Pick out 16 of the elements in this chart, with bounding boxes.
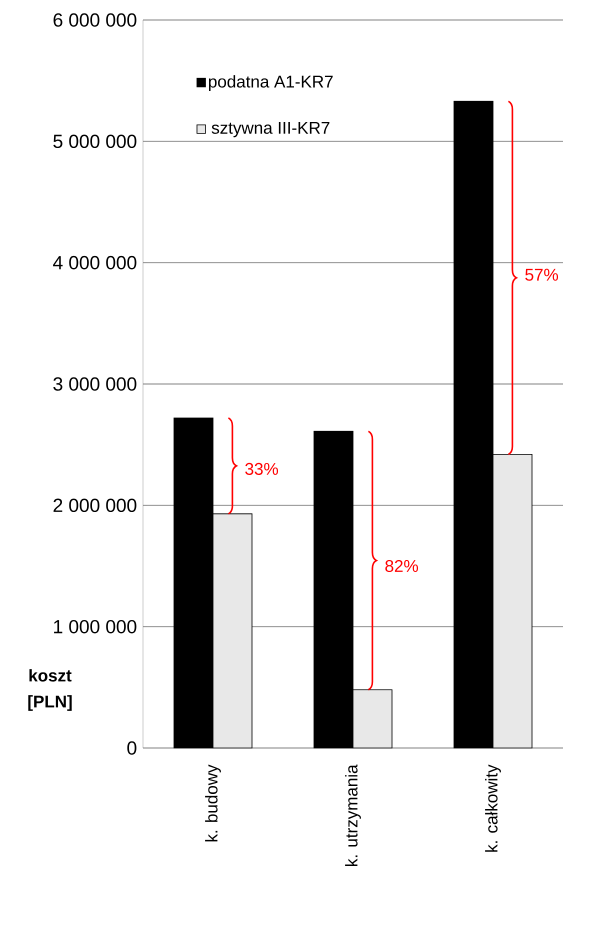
y-tick-label: 1 000 000: [54, 620, 136, 634]
legend-label: sztywna III-KR7: [212, 122, 330, 138]
y-tick-label: 0: [127, 741, 136, 755]
annotation: 33%: [245, 462, 278, 475]
y-tick-label: 2 000 000: [54, 498, 136, 512]
y-tick-label: 3 000 000: [53, 377, 136, 391]
x-tick-label: k. utrzymania: [345, 764, 361, 866]
y-tick-label: 4 000 000: [53, 256, 136, 270]
y-tick-label: 5 000 000: [53, 134, 136, 148]
annotation: 82%: [385, 560, 418, 572]
annotation: 57%: [525, 268, 558, 281]
y-axis-title: koszt [PLN]: [28, 669, 72, 711]
y-tick-label: 6 000 000: [54, 13, 136, 27]
x-tick-label: k. budowy: [205, 764, 221, 842]
legend-label: podatna A1-KR7: [208, 75, 333, 91]
x-tick-label: k. całkowity: [485, 764, 501, 852]
